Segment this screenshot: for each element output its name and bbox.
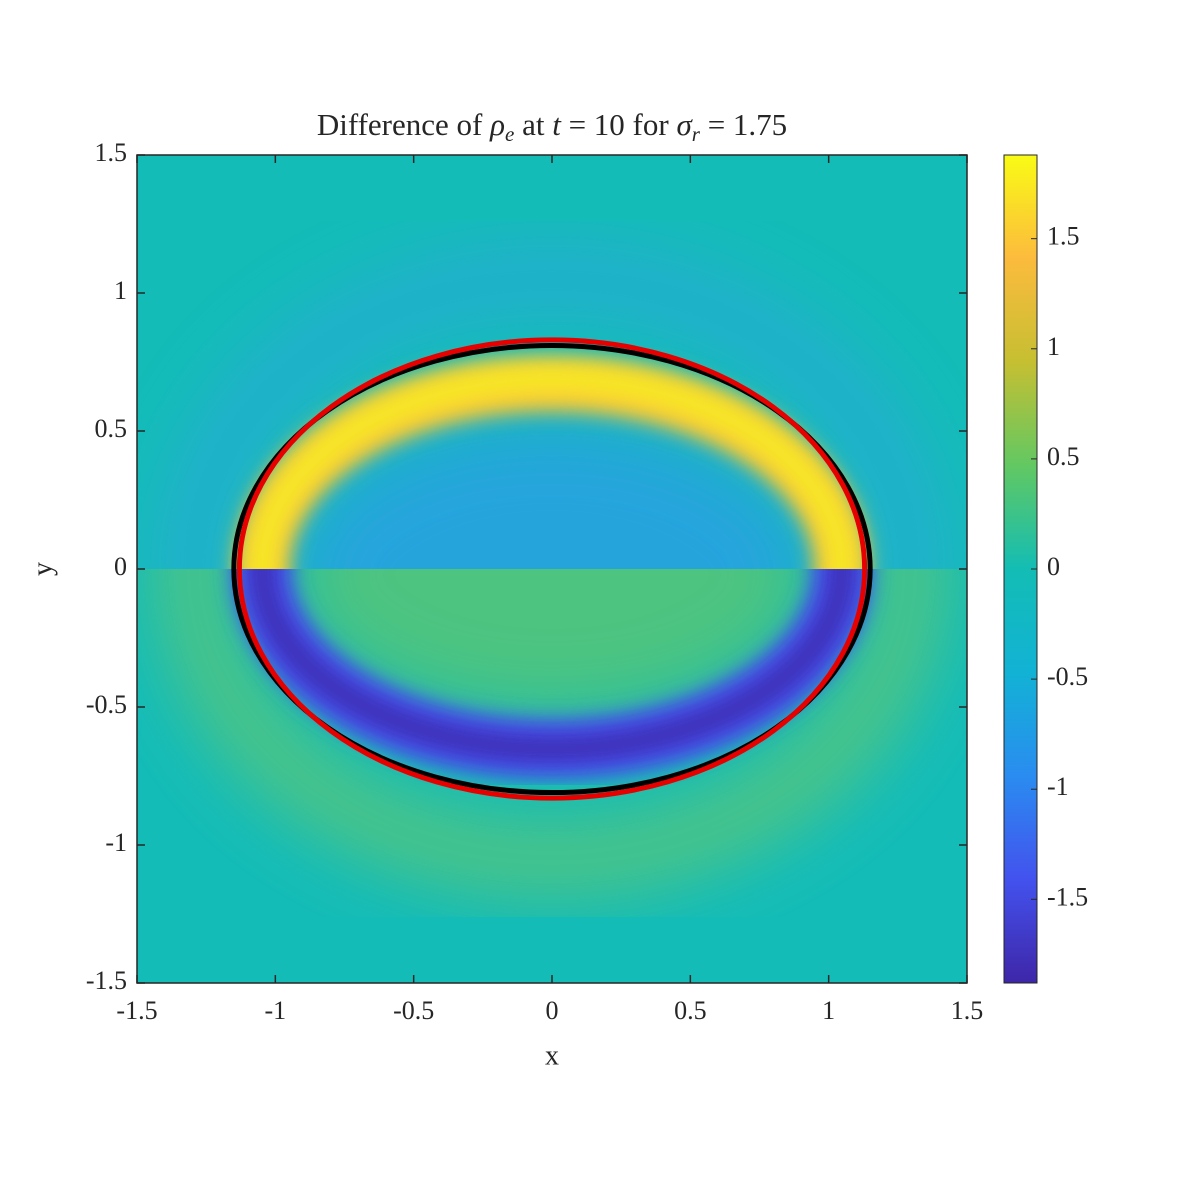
- title-part: e: [505, 122, 514, 146]
- x-tick-label: 1: [822, 996, 835, 1025]
- title-part: = 10 for: [561, 107, 677, 142]
- title-part: σ: [676, 107, 693, 142]
- x-tick-label: 1.5: [951, 996, 984, 1025]
- title-part: t: [552, 107, 562, 142]
- colorbar-tick-label: -1: [1047, 772, 1069, 801]
- y-axis-label: y: [27, 562, 58, 576]
- x-tick-label: -1.5: [116, 996, 157, 1025]
- y-tick-label: 0: [114, 552, 127, 581]
- field: [137, 155, 967, 983]
- colorbar-tick-label: 0.5: [1047, 442, 1080, 471]
- colorbar-tick-label: 1.5: [1047, 222, 1080, 251]
- colorbar-tick-label: 0: [1047, 552, 1060, 581]
- y-tick-label: -1.5: [86, 966, 127, 995]
- colorbar-tick-label: -0.5: [1047, 662, 1088, 691]
- y-tick-label: -1: [105, 828, 127, 857]
- x-tick-label: 0.5: [674, 996, 707, 1025]
- y-tick-label: 0.5: [95, 414, 128, 443]
- x-tick-label: -0.5: [393, 996, 434, 1025]
- ellipse-contour: [231, 342, 873, 796]
- colorbar-tick-label: 1: [1047, 332, 1060, 361]
- title-part: at: [514, 107, 552, 142]
- ellipse-contour: [236, 337, 868, 801]
- title-part: = 1.75: [700, 107, 787, 142]
- x-axis-label: x: [545, 1040, 559, 1071]
- x-tick-label: 0: [546, 996, 559, 1025]
- y-tick-label: 1.5: [95, 138, 128, 167]
- x-tick-label: -1: [264, 996, 286, 1025]
- colorbar-tick-label: -1.5: [1047, 882, 1088, 911]
- y-tick-label: -0.5: [86, 690, 127, 719]
- title-part: Difference of: [317, 107, 490, 142]
- chart-title: Difference of ρe at t = 10 for σr = 1.75: [317, 107, 787, 146]
- title-part: r: [692, 122, 701, 146]
- y-tick-label: 1: [114, 276, 127, 305]
- title-part: ρ: [489, 107, 505, 142]
